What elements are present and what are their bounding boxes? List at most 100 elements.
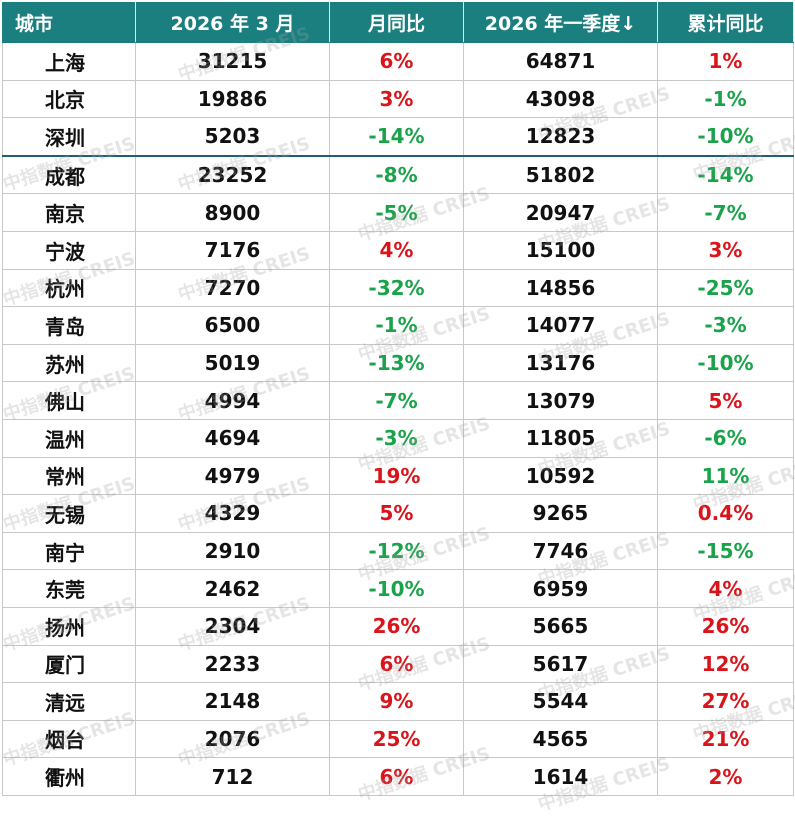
mom-value-cell: 3% bbox=[329, 79, 464, 119]
city-cell: 青岛 bbox=[2, 306, 136, 345]
mom-value-cell: 26% bbox=[329, 606, 464, 646]
table-row: 衢州 712 6% 1614 2% bbox=[2, 757, 794, 796]
cumulative-value-cell: 4% bbox=[657, 569, 794, 608]
table-row: 上海 31215 6% 64871 1% bbox=[2, 42, 794, 81]
mom-value-cell: 6% bbox=[329, 42, 464, 81]
table-row: 宁波 7176 4% 15100 3% bbox=[2, 230, 794, 270]
mom-value-cell: 5% bbox=[329, 494, 464, 533]
city-cell: 成都 bbox=[2, 155, 136, 195]
q1-value-cell: 51802 bbox=[463, 155, 658, 195]
mom-value-cell: -12% bbox=[329, 531, 464, 571]
march-value-cell: 2148 bbox=[135, 682, 330, 721]
table-row: 深圳 5203 -14% 12823 -10% bbox=[2, 117, 794, 157]
city-cell: 深圳 bbox=[2, 117, 136, 157]
mom-value-cell: 4% bbox=[329, 230, 464, 270]
header-row: 城市 2026 年 3 月 月同比 2026 年一季度↓ 累计同比 bbox=[2, 2, 794, 43]
city-cell: 常州 bbox=[2, 456, 136, 496]
city-cell: 烟台 bbox=[2, 719, 136, 759]
mom-value-cell: 6% bbox=[329, 757, 464, 796]
mom-value-cell: -3% bbox=[329, 418, 464, 458]
march-value-cell: 31215 bbox=[135, 42, 330, 81]
city-cell: 上海 bbox=[2, 42, 136, 81]
mom-value-cell: -13% bbox=[329, 343, 464, 383]
cumulative-value-cell: 3% bbox=[657, 230, 794, 270]
cumulative-value-cell: 12% bbox=[657, 644, 794, 684]
cumulative-value-cell: -1% bbox=[657, 79, 794, 119]
mom-value-cell: 25% bbox=[329, 719, 464, 759]
march-value-cell: 4694 bbox=[135, 418, 330, 458]
table-row: 佛山 4994 -7% 13079 5% bbox=[2, 381, 794, 420]
header-mom[interactable]: 月同比 bbox=[329, 2, 464, 43]
mom-value-cell: 9% bbox=[329, 682, 464, 721]
mom-value-cell: -32% bbox=[329, 268, 464, 308]
march-value-cell: 712 bbox=[135, 757, 330, 796]
march-value-cell: 2304 bbox=[135, 606, 330, 646]
march-value-cell: 8900 bbox=[135, 193, 330, 232]
march-value-cell: 6500 bbox=[135, 306, 330, 345]
march-value-cell: 2233 bbox=[135, 644, 330, 684]
cumulative-value-cell: 0.4% bbox=[657, 494, 794, 533]
mom-value-cell: -1% bbox=[329, 306, 464, 345]
cumulative-value-cell: -10% bbox=[657, 117, 794, 157]
city-sales-table: 城市 2026 年 3 月 月同比 2026 年一季度↓ 累计同比 上海 3121… bbox=[2, 2, 794, 796]
cumulative-value-cell: -15% bbox=[657, 531, 794, 571]
table-row: 常州 4979 19% 10592 11% bbox=[2, 456, 794, 496]
table-row: 清远 2148 9% 5544 27% bbox=[2, 682, 794, 721]
table-row: 南京 8900 -5% 20947 -7% bbox=[2, 193, 794, 232]
header-cumulative[interactable]: 累计同比 bbox=[657, 2, 794, 43]
cumulative-value-cell: -14% bbox=[657, 155, 794, 195]
mom-value-cell: -14% bbox=[329, 117, 464, 157]
table-row: 温州 4694 -3% 11805 -6% bbox=[2, 418, 794, 458]
march-value-cell: 23252 bbox=[135, 155, 330, 195]
q1-value-cell: 5665 bbox=[463, 606, 658, 646]
header-q1[interactable]: 2026 年一季度↓ bbox=[463, 2, 658, 43]
march-value-cell: 5203 bbox=[135, 117, 330, 157]
mom-value-cell: -10% bbox=[329, 569, 464, 608]
city-cell: 佛山 bbox=[2, 381, 136, 420]
header-city[interactable]: 城市 bbox=[2, 2, 136, 43]
march-value-cell: 4994 bbox=[135, 381, 330, 420]
cumulative-value-cell: 1% bbox=[657, 42, 794, 81]
q1-value-cell: 43098 bbox=[463, 79, 658, 119]
q1-value-cell: 9265 bbox=[463, 494, 658, 533]
city-cell: 厦门 bbox=[2, 644, 136, 684]
mom-value-cell: -5% bbox=[329, 193, 464, 232]
cumulative-value-cell: 11% bbox=[657, 456, 794, 496]
q1-value-cell: 4565 bbox=[463, 719, 658, 759]
q1-value-cell: 14856 bbox=[463, 268, 658, 308]
cumulative-value-cell: -10% bbox=[657, 343, 794, 383]
cumulative-value-cell: -6% bbox=[657, 418, 794, 458]
cumulative-value-cell: 26% bbox=[657, 606, 794, 646]
q1-value-cell: 6959 bbox=[463, 569, 658, 608]
march-value-cell: 4329 bbox=[135, 494, 330, 533]
q1-value-cell: 7746 bbox=[463, 531, 658, 571]
city-cell: 东莞 bbox=[2, 569, 136, 608]
cumulative-value-cell: -3% bbox=[657, 306, 794, 345]
march-value-cell: 2462 bbox=[135, 569, 330, 608]
q1-value-cell: 10592 bbox=[463, 456, 658, 496]
q1-value-cell: 11805 bbox=[463, 418, 658, 458]
q1-value-cell: 5617 bbox=[463, 644, 658, 684]
city-cell: 温州 bbox=[2, 418, 136, 458]
cumulative-value-cell: 21% bbox=[657, 719, 794, 759]
march-value-cell: 5019 bbox=[135, 343, 330, 383]
table-row: 厦门 2233 6% 5617 12% bbox=[2, 644, 794, 684]
cumulative-value-cell: 27% bbox=[657, 682, 794, 721]
table-row: 烟台 2076 25% 4565 21% bbox=[2, 719, 794, 759]
march-value-cell: 19886 bbox=[135, 79, 330, 119]
table-row: 青岛 6500 -1% 14077 -3% bbox=[2, 306, 794, 345]
q1-value-cell: 64871 bbox=[463, 42, 658, 81]
city-cell: 扬州 bbox=[2, 606, 136, 646]
q1-value-cell: 13079 bbox=[463, 381, 658, 420]
mom-value-cell: 6% bbox=[329, 644, 464, 684]
q1-value-cell: 12823 bbox=[463, 117, 658, 157]
table-row: 苏州 5019 -13% 13176 -10% bbox=[2, 343, 794, 383]
cumulative-value-cell: -25% bbox=[657, 268, 794, 308]
table-row: 扬州 2304 26% 5665 26% bbox=[2, 606, 794, 646]
header-march[interactable]: 2026 年 3 月 bbox=[135, 2, 330, 43]
table-row: 南宁 2910 -12% 7746 -15% bbox=[2, 531, 794, 571]
mom-value-cell: 19% bbox=[329, 456, 464, 496]
march-value-cell: 7176 bbox=[135, 230, 330, 270]
mom-value-cell: -7% bbox=[329, 381, 464, 420]
city-cell: 苏州 bbox=[2, 343, 136, 383]
